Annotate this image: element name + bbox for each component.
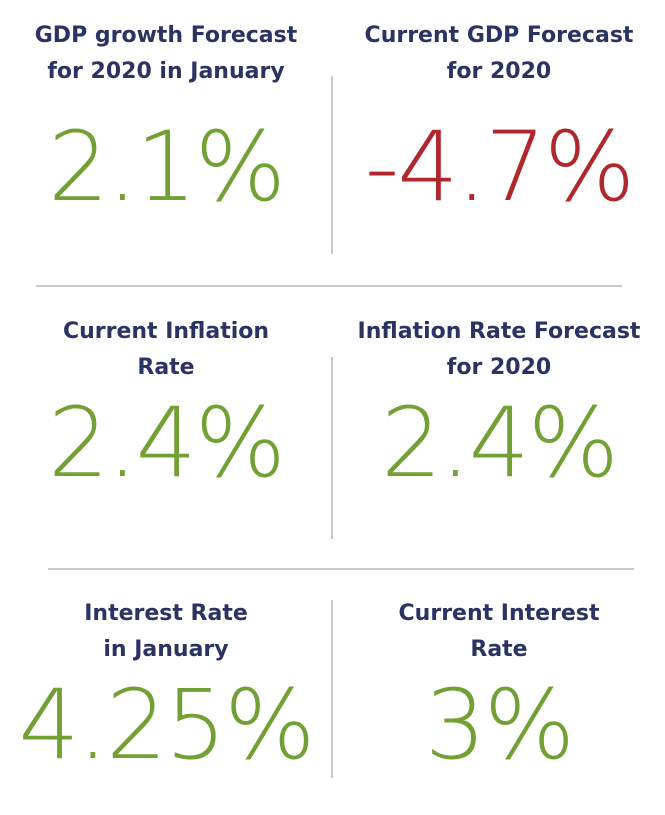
card-value: 2.1% — [48, 111, 286, 223]
card-value: -4.7% — [364, 111, 636, 223]
vertical-divider — [331, 600, 333, 778]
card-label-line: for 2020 — [446, 355, 552, 380]
gdp-forecast-january-card: GDP growth Forecast for 2020 in January … — [0, 0, 332, 270]
inflation-forecast-card: Inflation Rate Forecast for 2020 2.4% — [333, 296, 665, 566]
card-value: 2.4% — [48, 387, 286, 499]
card-label-line: Current Interest — [398, 601, 600, 626]
current-gdp-forecast-card: Current GDP Forecast for 2020 -4.7% — [333, 0, 665, 270]
card-label-line: Rate — [137, 355, 195, 380]
vertical-divider — [331, 357, 333, 539]
card-value: 4.25% — [18, 669, 316, 781]
card-label: Current Interest Rate — [333, 596, 665, 668]
current-interest-rate-card: Current Interest Rate 3% — [333, 580, 665, 815]
interest-rate-january-card: Interest Rate in January 4.25% — [0, 580, 332, 815]
card-label: Current GDP Forecast for 2020 — [333, 18, 665, 90]
card-label-line: Rate — [470, 637, 528, 662]
card-label-line: Interest Rate — [84, 601, 248, 626]
card-label-line: for 2020 in January — [47, 59, 285, 84]
card-label: Interest Rate in January — [0, 596, 332, 668]
card-label-line: Current Inflation — [62, 319, 270, 344]
current-inflation-card: Current Inflation Rate 2.4% — [0, 296, 332, 566]
card-label-line: in January — [103, 637, 229, 662]
card-label-line: for 2020 — [446, 59, 552, 84]
vertical-divider — [331, 76, 333, 254]
card-label-line: Current GDP Forecast — [364, 23, 634, 48]
card-label: Inflation Rate Forecast for 2020 — [333, 314, 665, 386]
card-label: Current Inflation Rate — [0, 314, 332, 386]
card-value: 2.4% — [381, 387, 619, 499]
card-label: GDP growth Forecast for 2020 in January — [0, 18, 332, 90]
horizontal-divider — [36, 285, 622, 287]
card-label-line: Inflation Rate Forecast — [357, 319, 641, 344]
horizontal-divider — [48, 568, 634, 570]
card-label-line: GDP growth Forecast — [34, 23, 298, 48]
card-value: 3% — [424, 669, 575, 781]
